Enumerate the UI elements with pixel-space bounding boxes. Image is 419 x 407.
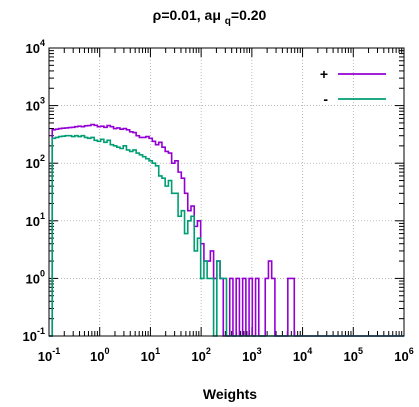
- y-tick-label: 100: [26, 268, 45, 286]
- chart-title: ρ=0.01, aμ q=0.20: [153, 7, 267, 27]
- series-lines: [49, 123, 404, 337]
- y-tick-label: 10-1: [23, 326, 45, 344]
- x-tick-label: 102: [191, 346, 210, 364]
- legend-label: +: [320, 66, 328, 82]
- x-tick-labels: 10-1 100 101 102 103 104 105 106: [38, 346, 414, 364]
- x-axis-label: Weights: [203, 386, 257, 402]
- y-tick-label: 104: [26, 38, 45, 56]
- legend: +-: [320, 66, 386, 107]
- plot-frame: [48, 47, 405, 337]
- x-tick-label: 100: [90, 346, 109, 364]
- x-tick-label: 101: [141, 346, 160, 364]
- x-tick-label: 105: [344, 346, 363, 364]
- y-tick-labels: 10-1 100 101 102 103 104: [23, 38, 45, 344]
- x-tick-label: 104: [293, 346, 312, 364]
- y-tick-label: 103: [26, 96, 45, 114]
- x-tick-label: 103: [242, 346, 261, 364]
- legend-label: -: [323, 91, 328, 107]
- y-tick-label: 102: [26, 153, 45, 171]
- x-tick-label: 106: [394, 346, 413, 364]
- y-tick-label: 101: [26, 211, 45, 229]
- series-line-minus: [49, 134, 404, 337]
- x-tick-label: 10-1: [38, 346, 60, 364]
